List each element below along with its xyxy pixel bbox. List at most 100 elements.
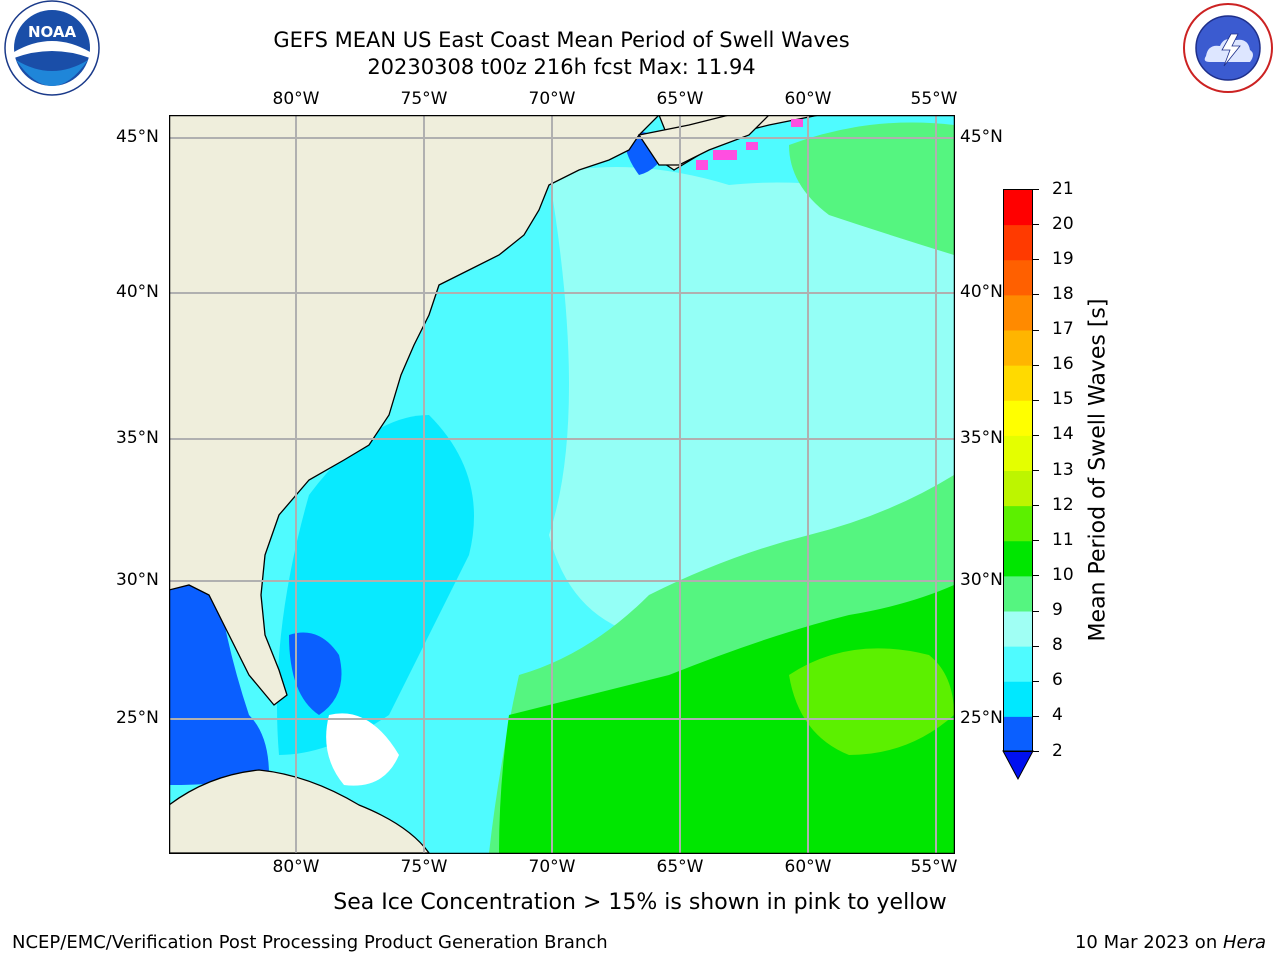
colorbar-label: Mean Period of Swell Waves [s] [1085,298,1111,642]
colorbar-segment [1003,611,1033,647]
colorbar-tick-label: 15 [1052,389,1074,410]
lon-label-top: 60°W [784,89,832,109]
lat-label-right: 30°N [960,570,1003,590]
footer-date: 10 Mar 2023 on Hera [1075,932,1266,953]
colorbar-frame [1003,189,1033,752]
lat-label-left: 25°N [116,708,159,728]
lon-label-top: 65°W [656,89,704,109]
colorbar-tick-label: 16 [1052,354,1074,375]
lon-label-top: 55°W [910,89,958,109]
colorbar-segment [1003,294,1033,331]
colorbar-segment [1003,400,1033,436]
colorbar-segment [1003,716,1033,752]
colorbar-tick-label: 12 [1052,494,1074,515]
swell-band-11-12 [789,648,954,755]
noaa-logo: NOAA [4,0,100,96]
colorbar-tick-mark [1033,505,1039,507]
swell-band-2-4-gulf [169,581,269,785]
colorbar-segment [1003,646,1033,682]
colorbar-tick-label: 6 [1052,670,1063,691]
bahamas-no-data [326,713,399,786]
colorbar-tick-mark [1033,610,1039,612]
colorbar-tick-mark [1033,645,1039,647]
colorbar-tick-label: 4 [1052,705,1063,726]
colorbar-tick-mark [1033,680,1039,682]
colorbar-tick-label: 13 [1052,459,1074,480]
map-panel [169,115,955,854]
lon-label-bottom: 55°W [910,857,958,877]
lon-label-top: 80°W [272,89,320,109]
colorbar-tick-label: 18 [1052,283,1074,304]
colorbar-tick-mark [1033,294,1039,296]
lon-label-bottom: 75°W [400,857,448,877]
colorbar-tick-label: 20 [1052,213,1074,234]
lon-label-top: 75°W [400,89,448,109]
lon-label-bottom: 70°W [528,857,576,877]
colorbar-segment [1003,224,1033,261]
sea-ice-patch [746,142,758,150]
footer-date-text: 10 Mar 2023 on [1074,932,1223,953]
colorbar-tick-mark [1033,259,1039,261]
colorbar-segment [1003,189,1033,226]
colorbar-tick-label: 10 [1052,564,1074,585]
colorbar-tick-label: 17 [1052,319,1074,339]
colorbar-segment [1003,505,1033,542]
swell-band-9-10-north [789,122,954,255]
lat-label-left: 40°N [116,282,159,302]
sea-ice-caption: Sea Ice Concentration > 15% is shown in … [333,890,947,915]
lon-label-bottom: 65°W [656,857,704,877]
colorbar-tick-mark [1033,470,1039,471]
colorbar-tick-mark [1033,575,1039,577]
colorbar-tick-mark [1033,434,1039,436]
graticule [169,115,954,853]
map-frame [169,115,955,854]
nova-scotia [637,115,770,166]
colorbar-tick-label: 8 [1052,635,1063,656]
colorbar-tick-mark [1033,224,1039,226]
colorbar-tick-label: 14 [1052,424,1074,445]
cuba-landmass [169,769,430,853]
colorbar-segment [1003,365,1033,401]
colorbar-segment [1003,330,1033,366]
noaa-logo-text: NOAA [28,23,77,41]
colorbar-tick-label: 2 [1052,740,1063,761]
lat-label-right: 35°N [960,428,1003,448]
lon-label-bottom: 80°W [272,857,320,877]
us-landmass [169,115,660,706]
colorbar-tick-mark [1033,189,1039,190]
colorbar-tick-label: 21 [1052,178,1074,199]
lon-label-bottom: 60°W [784,857,832,877]
colorbar-tick-label: 9 [1052,600,1063,620]
colorbar-tick-label: 11 [1052,529,1074,550]
colorbar-segment [1003,681,1033,717]
chart-subtitle: 20230308 t00z 216h fcst Max: 11.94 [367,55,756,79]
sea-ice-patch [696,160,708,170]
footer-credit: NCEP/EMC/Verification Post Processing Pr… [12,932,608,953]
lat-label-left: 30°N [116,570,159,590]
colorbar-segment [1003,470,1033,507]
colorbar-tick-mark [1033,399,1039,401]
lat-label-right: 45°N [960,127,1003,147]
colorbar-tick-mark [1033,715,1039,717]
lat-label-right: 25°N [960,708,1003,728]
sea-ice-patch [791,119,803,127]
lon-label-top: 70°W [528,89,576,109]
colorbar-segment [1003,575,1033,612]
colorbar-segment [1003,435,1033,471]
swell-band-8-9 [549,167,954,635]
colorbar-tick-mark [1033,364,1039,366]
nws-logo [1183,3,1273,93]
footer-host: Hera [1222,932,1266,953]
colorbar-tick-mark [1033,329,1039,331]
chart-title: GEFS MEAN US East Coast Mean Period of S… [273,28,850,52]
colorbar-segment [1003,259,1033,296]
swell-band-2-4-bahamas [289,632,342,715]
lat-label-right: 40°N [960,282,1003,302]
colorbar [1002,189,1034,781]
colorbar-tick-label: 19 [1052,248,1074,269]
lat-label-left: 35°N [116,428,159,448]
colorbar-tick-mark [1033,540,1039,542]
colorbar-segment [1003,540,1033,577]
sea-ice-patch [713,150,737,160]
colorbar-tick-mark [1033,751,1039,752]
